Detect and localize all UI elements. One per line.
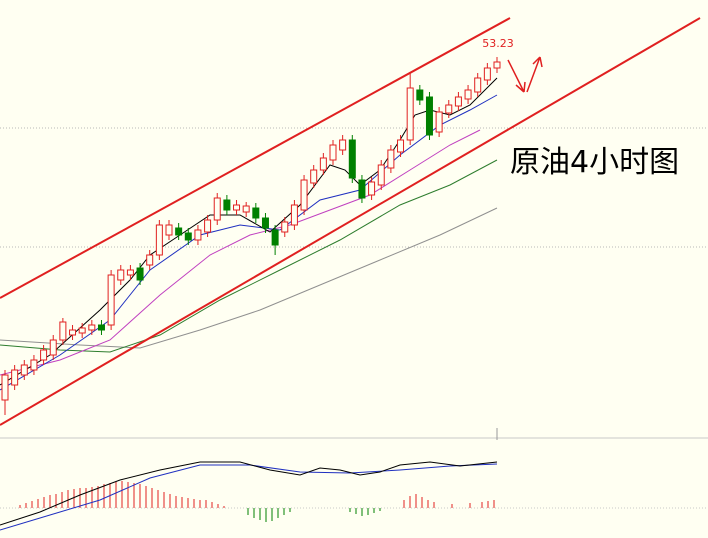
- candle-body: [387, 149, 395, 169]
- candle-body: [126, 269, 134, 276]
- channel-line: [0, 17, 511, 299]
- candle-body: [493, 61, 501, 69]
- candle-body: [377, 164, 385, 186]
- candle-body: [88, 324, 96, 331]
- candle-body: [49, 339, 57, 356]
- candle-body: [348, 139, 356, 179]
- candle-body: [30, 359, 38, 371]
- chart-title: 原油4小时图: [510, 145, 679, 180]
- candle-body: [69, 329, 77, 336]
- candle-body: [483, 67, 491, 81]
- candle-body: [97, 324, 105, 331]
- channel-line: [0, 17, 701, 426]
- candle-body: [281, 221, 289, 233]
- candle-body: [474, 77, 482, 93]
- candle-body: [261, 217, 269, 229]
- candle-body: [300, 179, 308, 211]
- candle-body: [146, 254, 154, 266]
- candle-body: [204, 219, 212, 233]
- candle-body: [464, 89, 472, 100]
- candle-body: [425, 96, 433, 136]
- candle-body: [339, 139, 347, 151]
- candle-body: [20, 364, 28, 376]
- candle-body: [435, 111, 443, 133]
- candle-body: [213, 197, 221, 221]
- candle-body: [59, 321, 67, 341]
- candle-body: [117, 269, 125, 281]
- candle-body: [165, 224, 173, 236]
- candle-body: [233, 204, 241, 211]
- candle-body: [319, 157, 327, 171]
- candle-body: [252, 207, 260, 219]
- candle-body: [136, 267, 144, 281]
- candle-body: [78, 327, 86, 334]
- candle-body: [223, 199, 231, 211]
- candle-body: [184, 232, 192, 241]
- moving-average: [0, 207, 498, 349]
- candle-body: [310, 169, 318, 184]
- candle-body: [290, 204, 298, 226]
- candle-body: [329, 144, 337, 161]
- candle-body: [1, 374, 9, 401]
- candle-body: [107, 274, 115, 326]
- candle-body: [406, 87, 414, 141]
- candle-body: [368, 181, 376, 196]
- moving-average: [0, 129, 481, 376]
- moving-average: [0, 159, 498, 353]
- candle-body: [454, 96, 462, 107]
- candle-body: [358, 179, 366, 199]
- candle-body: [416, 89, 424, 101]
- candle-body: [242, 205, 250, 213]
- candle-body: [175, 227, 183, 236]
- candle-body: [40, 349, 48, 361]
- candle-body: [271, 229, 279, 246]
- trend-arrow: [507, 56, 543, 93]
- candle-body: [397, 139, 405, 153]
- macd-line: [0, 461, 498, 526]
- candle-body: [155, 224, 163, 256]
- candle-body: [445, 104, 453, 114]
- macd-histogram: [247, 508, 381, 522]
- candle-body: [11, 369, 19, 386]
- candle-body: [194, 229, 202, 241]
- price-annotation: 53.23: [482, 37, 514, 50]
